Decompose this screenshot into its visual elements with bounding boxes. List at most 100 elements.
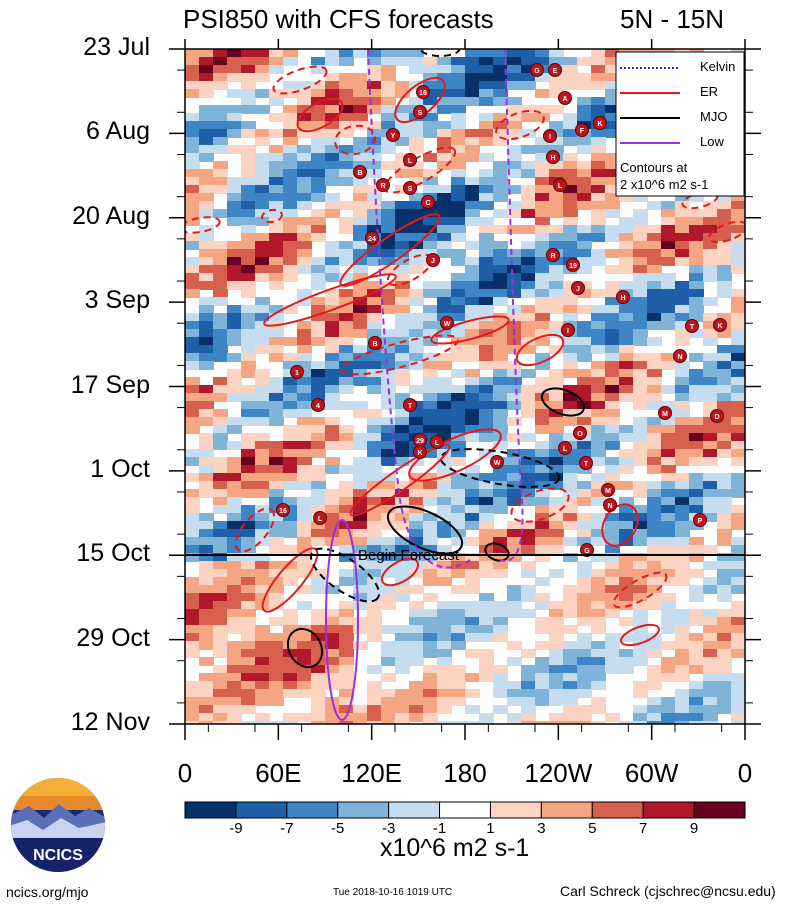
heatmap-cell [493, 481, 508, 490]
heatmap-cell [227, 441, 242, 450]
heatmap-cell [647, 649, 662, 658]
heatmap-cell [395, 689, 410, 698]
heatmap-cell [451, 233, 466, 242]
heatmap-cell [661, 401, 676, 410]
heatmap-cell [479, 257, 494, 266]
heatmap-cell [577, 561, 592, 570]
y-tick-label: 1 Oct [90, 454, 150, 483]
heatmap-cell [423, 81, 438, 90]
heatmap-cell [731, 249, 745, 258]
heatmap-cell [339, 105, 354, 114]
heatmap-cell [367, 561, 382, 570]
heatmap-cell [451, 457, 466, 466]
heatmap-cell [269, 353, 284, 362]
heatmap-cell [423, 521, 438, 530]
colorbar-tick-label: -7 [280, 820, 294, 837]
heatmap-cell [549, 513, 564, 522]
heatmap-cell [199, 569, 214, 578]
storm-label: K [717, 323, 722, 330]
heatmap-cell [269, 633, 284, 642]
storm-label: 1 [295, 370, 299, 377]
contour [185, 216, 221, 234]
heatmap-cell [367, 553, 382, 562]
heatmap-cell [255, 49, 270, 58]
heatmap-cell [423, 305, 438, 314]
heatmap-cell [465, 209, 480, 218]
heatmap-cell [185, 545, 200, 554]
heatmap-cell [255, 569, 270, 578]
heatmap-cell [521, 369, 536, 378]
heatmap-cell [185, 617, 200, 626]
heatmap-cell [199, 321, 214, 330]
heatmap-cell [241, 209, 256, 218]
heatmap-cell [577, 201, 592, 210]
heatmap-cell [619, 593, 634, 602]
heatmap-cell [577, 185, 592, 194]
heatmap-cell [703, 617, 718, 626]
heatmap-cell [647, 281, 662, 290]
heatmap-cell [563, 465, 578, 474]
heatmap-cell [437, 481, 452, 490]
heatmap-cell [311, 361, 326, 370]
heatmap-cell [507, 433, 522, 442]
heatmap-cell [227, 113, 242, 122]
heatmap-cell [633, 273, 648, 282]
heatmap-cell [227, 57, 242, 66]
heatmap-cell [395, 369, 410, 378]
heatmap-cell [325, 465, 340, 474]
heatmap-cell [283, 465, 298, 474]
heatmap-cell [213, 377, 228, 386]
heatmap-cell [395, 377, 410, 386]
heatmap-cell [325, 153, 340, 162]
heatmap-cell [591, 57, 606, 66]
heatmap-cell [675, 401, 690, 410]
heatmap-cell [731, 537, 745, 546]
heatmap-cell [185, 121, 200, 130]
heatmap-cell [479, 169, 494, 178]
heatmap-cell [675, 481, 690, 490]
heatmap-cell [633, 353, 648, 362]
heatmap-cell [493, 545, 508, 554]
heatmap-cell [633, 505, 648, 514]
heatmap-cell [675, 321, 690, 330]
heatmap-cell [241, 457, 256, 466]
heatmap-cell [311, 673, 326, 682]
heatmap-cell [395, 489, 410, 498]
heatmap-cell [199, 249, 214, 258]
heatmap-cell [451, 305, 466, 314]
heatmap-cell [731, 329, 745, 338]
heatmap-cell [367, 713, 382, 722]
heatmap-cell [185, 281, 200, 290]
heatmap-cell [311, 449, 326, 458]
heatmap-cell [255, 681, 270, 690]
heatmap-cell [255, 305, 270, 314]
heatmap-cell [549, 377, 564, 386]
heatmap-cell [647, 353, 662, 362]
heatmap-cell [563, 217, 578, 226]
heatmap-cell [269, 401, 284, 410]
heatmap-cell [395, 713, 410, 722]
heatmap-cell [521, 569, 536, 578]
heatmap-cell [353, 345, 368, 354]
heatmap-cell [423, 225, 438, 234]
heatmap-cell [661, 609, 676, 618]
heatmap-cell [241, 97, 256, 106]
heatmap-cell [395, 393, 410, 402]
heatmap-cell [395, 185, 410, 194]
heatmap-cell [423, 289, 438, 298]
heatmap-cell [255, 257, 270, 266]
heatmap-cell [535, 161, 550, 170]
heatmap-cell [549, 329, 564, 338]
heatmap-cell [213, 489, 228, 498]
heatmap-cell [395, 57, 410, 66]
heatmap-cell [437, 281, 452, 290]
heatmap-cell [213, 505, 228, 514]
heatmap-cell [647, 257, 662, 266]
contour [296, 97, 344, 133]
heatmap-cell [731, 569, 745, 578]
heatmap-cell [493, 137, 508, 146]
heatmap-cell [493, 689, 508, 698]
storm-label: L [563, 446, 568, 453]
heatmap-cell [521, 81, 536, 90]
heatmap-cell [311, 625, 326, 634]
